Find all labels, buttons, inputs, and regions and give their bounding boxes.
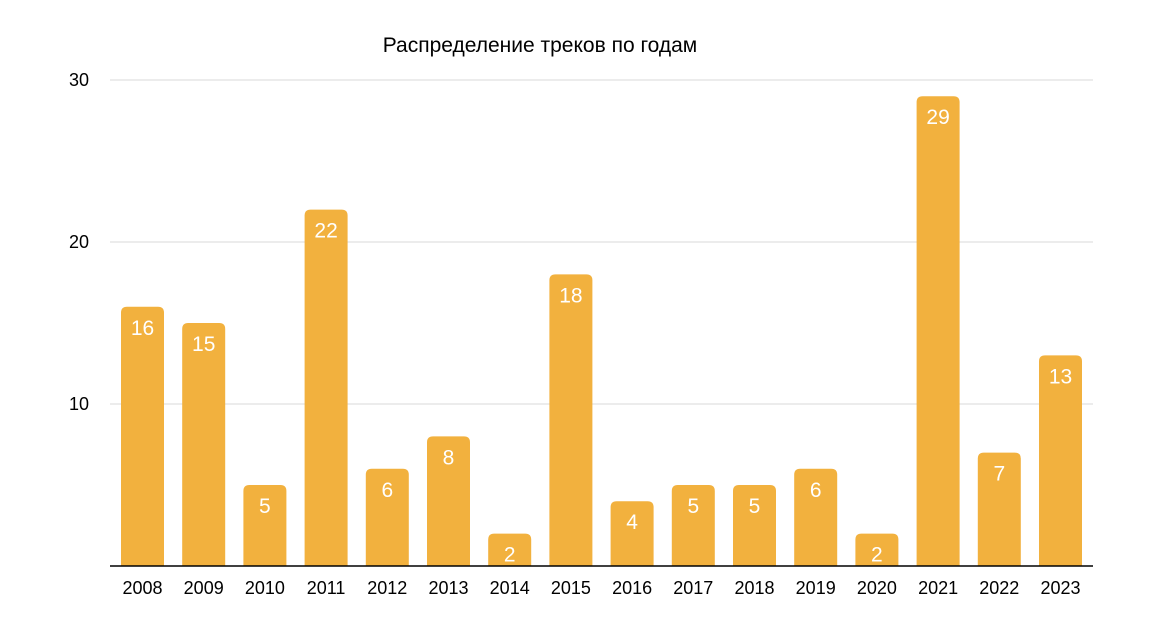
x-tick-label: 2008 <box>122 578 162 598</box>
bar-2017 <box>671 485 715 566</box>
bar-2018 <box>733 485 776 566</box>
x-tick-label: 2021 <box>918 578 958 598</box>
bar-data-label: 5 <box>259 495 271 518</box>
bar-data-label: 15 <box>192 333 215 356</box>
y-tick-label: 10 <box>69 394 89 414</box>
bar-data-label: 16 <box>131 317 154 340</box>
bar-2023 <box>1039 355 1082 566</box>
bar-2012 <box>365 468 409 566</box>
bar-2011 <box>304 209 348 566</box>
y-tick-label: 20 <box>69 232 89 252</box>
x-tick-label: 2023 <box>1040 578 1080 598</box>
x-tick-label: 2016 <box>612 578 652 598</box>
x-tick-label: 2012 <box>367 578 407 598</box>
bar-2008 <box>121 306 164 566</box>
x-tick-label: 2013 <box>428 578 468 598</box>
bar-data-label: 6 <box>810 479 822 502</box>
bar-data-label: 29 <box>926 106 949 129</box>
x-axis-ticks: 2008 2009 2010 2011 2012 2013 2014 2015 2016 2017… <box>122 578 1080 598</box>
x-tick-label: 2017 <box>673 578 713 598</box>
x-tick-label: 2018 <box>734 578 774 598</box>
chart-title: Распределение треков по годам <box>383 34 698 57</box>
bar-data-label: 6 <box>381 479 393 502</box>
bars <box>121 96 1082 566</box>
x-tick-label: 2010 <box>245 578 285 598</box>
bar-2010 <box>243 485 287 566</box>
bar-2009 <box>182 323 226 566</box>
bar-2020 <box>855 533 899 566</box>
bar-2013 <box>427 436 470 566</box>
bar-data-label: 5 <box>687 495 699 518</box>
bar-data-label: 4 <box>626 511 638 534</box>
bar-data-label: 8 <box>443 446 455 469</box>
bar-data-label: 13 <box>1049 365 1072 388</box>
x-tick-label: 2011 <box>307 578 346 598</box>
y-axis-ticks: 10 20 30 <box>69 70 89 414</box>
bar-2014 <box>488 533 532 566</box>
x-tick-label: 2015 <box>551 578 591 598</box>
bar-data-label: 2 <box>871 544 883 567</box>
bar-2015 <box>549 274 593 566</box>
x-tick-label: 2022 <box>979 578 1019 598</box>
x-tick-label: 2009 <box>184 578 224 598</box>
bar-2019 <box>794 468 838 566</box>
bar-data-label: 22 <box>314 220 337 243</box>
bar-data-label: 5 <box>749 495 761 518</box>
bar-data-labels: 16 15 5 22 6 8 2 18 4 5 5 6 2 29 7 13 <box>131 106 1072 566</box>
bar-2022 <box>977 452 1021 566</box>
bar-data-label: 2 <box>504 544 516 567</box>
bar-2016 <box>610 501 654 566</box>
bar-data-label: 18 <box>559 284 582 307</box>
bar-2021 <box>916 96 960 566</box>
x-tick-label: 2020 <box>857 578 897 598</box>
x-tick-label: 2019 <box>796 578 836 598</box>
x-tick-label: 2014 <box>490 578 530 598</box>
bar-data-label: 7 <box>993 463 1005 486</box>
y-tick-label: 30 <box>69 70 89 90</box>
